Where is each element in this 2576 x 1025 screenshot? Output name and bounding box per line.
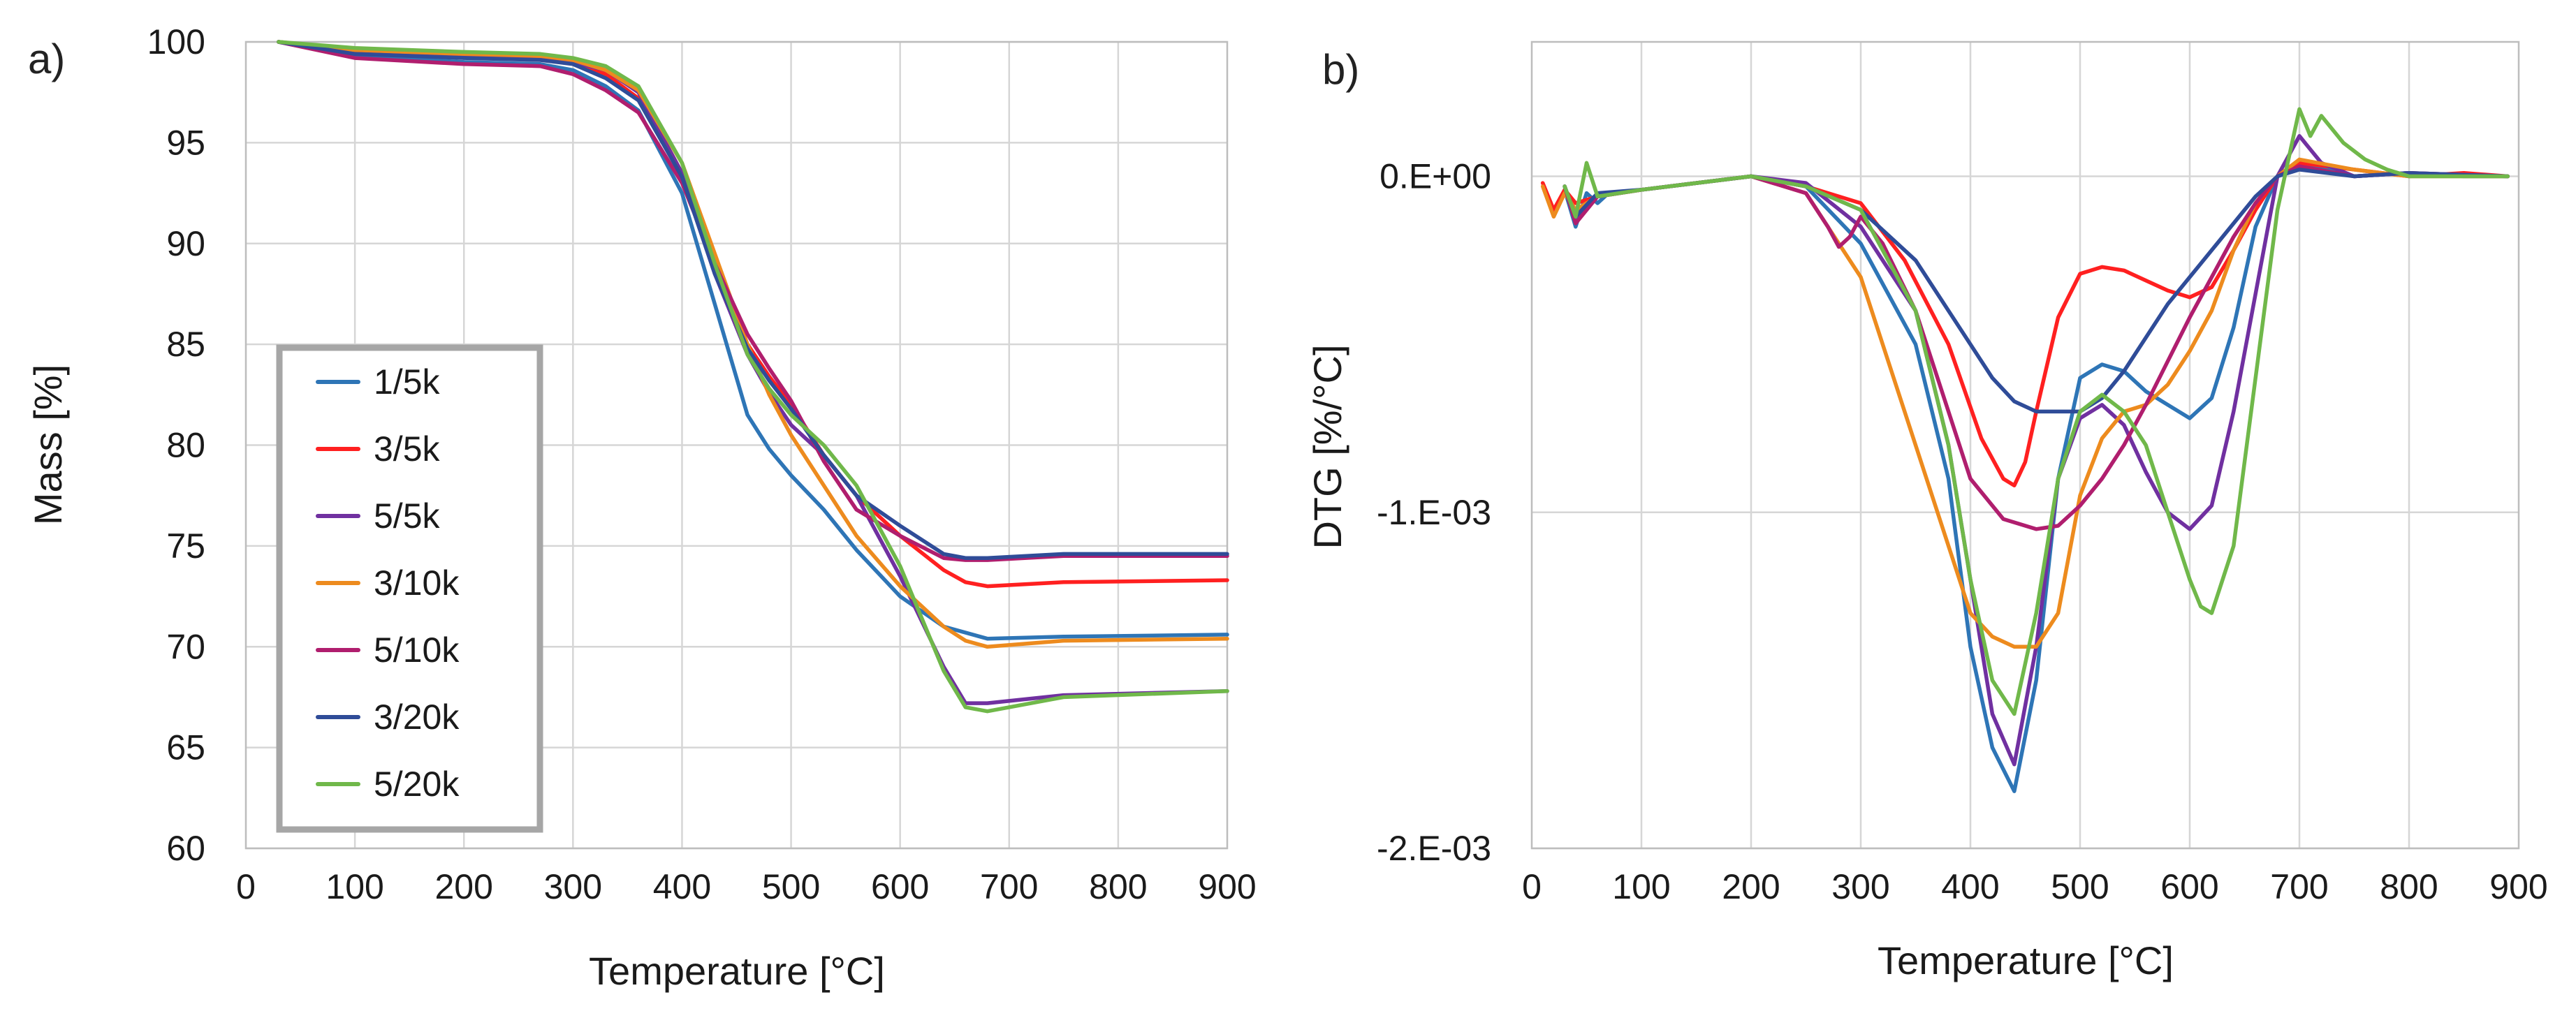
legend-label: 1/5k xyxy=(374,362,441,401)
dtg-chart-x-tick-label: 700 xyxy=(2270,867,2328,906)
mass-chart-y-axis-title: Mass [%] xyxy=(26,364,70,525)
mass-chart-series-group xyxy=(277,40,1229,714)
mass-chart: a) 60 65 70 75 80 85 90 95 100 0 100 200 300 400 500 6… xyxy=(26,22,1257,993)
mass-chart-y-tick-label: 100 xyxy=(147,22,205,61)
dtg-chart-y-tick-label: -1.E-03 xyxy=(1377,493,1491,532)
dtg-chart-x-tick-label: 0 xyxy=(1522,867,1542,906)
dtg-chart-x-axis-title: Temperature [°C] xyxy=(1878,938,2174,982)
legend-label: 5/5k xyxy=(374,496,441,536)
mass-chart-series-3-20k xyxy=(277,40,1229,560)
dtg-chart-x-tick-label: 800 xyxy=(2380,867,2438,906)
legend-box xyxy=(276,344,543,833)
mass-chart-x-tick-label: 700 xyxy=(980,867,1038,906)
dtg-chart-x-tick-label: 400 xyxy=(1941,867,1999,906)
dtg-chart-x-tick-label: 500 xyxy=(2051,867,2109,906)
mass-chart-x-tick-label: 200 xyxy=(435,867,493,906)
mass-chart-x-tick-label: 300 xyxy=(544,867,602,906)
mass-chart-series-5-10k xyxy=(277,40,1229,562)
mass-chart-x-tick-label: 900 xyxy=(1198,867,1256,906)
dtg-chart-y-tick-label: 0.E+00 xyxy=(1380,157,1491,196)
dtg-chart-series-3-10k xyxy=(1540,157,2510,649)
dtg-chart-series-3-20k xyxy=(1563,168,2510,414)
mass-chart-y-tick-label: 60 xyxy=(166,829,205,868)
legend-label: 5/10k xyxy=(374,631,460,670)
mass-chart-x-ticks: 0 100 200 300 400 500 600 700 800 900 xyxy=(236,867,1257,906)
dtg-chart-x-ticks: 0 100 200 300 400 500 600 700 800 900 xyxy=(1522,867,2548,906)
dtg-chart-x-tick-label: 600 xyxy=(2160,867,2218,906)
dtg-chart-x-tick-label: 100 xyxy=(1612,867,1670,906)
legend-entry-3-5k: 3/5k xyxy=(316,429,441,469)
panel-label-b: b) xyxy=(1322,46,1359,93)
mass-chart-y-ticks: 60 65 70 75 80 85 90 95 100 xyxy=(147,22,205,868)
dtg-chart-series-5-5k xyxy=(1563,134,2510,767)
mass-chart-y-tick-label: 80 xyxy=(166,426,205,465)
mass-chart-y-tick-label: 65 xyxy=(166,728,205,767)
mass-chart-y-tick-label: 90 xyxy=(166,224,205,263)
legend-label: 3/20k xyxy=(374,698,460,737)
legend-label: 3/10k xyxy=(374,563,460,603)
mass-chart-x-axis-title: Temperature [°C] xyxy=(589,949,885,993)
dtg-chart-series-group xyxy=(1540,107,2510,793)
dtg-chart-series-5-20k xyxy=(1563,107,2510,716)
dtg-chart-x-tick-label: 200 xyxy=(1722,867,1780,906)
mass-chart-x-tick-label: 0 xyxy=(236,867,256,906)
mass-chart-x-tick-label: 600 xyxy=(871,867,929,906)
legend-entry-5-20k: 5/20k xyxy=(316,765,460,804)
dtg-chart-series-3-5k xyxy=(1540,161,2510,488)
mass-chart-y-tick-label: 95 xyxy=(166,123,205,162)
legend-entry-3-20k: 3/20k xyxy=(316,698,460,737)
legend-entry-5-10k: 5/10k xyxy=(316,631,460,670)
mass-chart-y-tick-label: 70 xyxy=(166,627,205,666)
legend-entry-5-5k: 5/5k xyxy=(316,496,441,536)
mass-chart-series-5-20k xyxy=(277,40,1229,714)
legend-entry-1-5k: 1/5k xyxy=(316,362,441,401)
mass-chart-x-tick-label: 400 xyxy=(653,867,711,906)
dtg-chart-x-tick-label: 900 xyxy=(2489,867,2547,906)
dtg-chart-y-tick-label: -2.E-03 xyxy=(1377,829,1491,868)
dtg-chart-y-axis-title: DTG [%/°C] xyxy=(1305,344,1349,549)
legend-label: 5/20k xyxy=(374,765,460,804)
dtg-chart-plot-area xyxy=(1530,40,2520,850)
legend-label: 3/5k xyxy=(374,429,441,469)
mass-chart-x-tick-label: 800 xyxy=(1089,867,1147,906)
mass-chart-x-tick-label: 100 xyxy=(325,867,383,906)
mass-chart-y-tick-label: 75 xyxy=(166,526,205,566)
mass-chart-plot-area xyxy=(244,40,1229,850)
legend: 1/5k 3/5k 5/5k 3/10k 5/10k 3/20k 5/20k xyxy=(276,344,543,833)
mass-chart-x-tick-label: 500 xyxy=(762,867,820,906)
dtg-chart-x-tick-label: 300 xyxy=(1831,867,1889,906)
dtg-chart-series-1-5k xyxy=(1563,161,2510,793)
panel-label-a: a) xyxy=(28,36,65,82)
dtg-chart: b) 0.E+00 -1.E-03 -2.E-03 0 100 200 300 400 500… xyxy=(1305,40,2548,982)
dtg-chart-y-ticks: 0.E+00 -1.E-03 -2.E-03 xyxy=(1377,157,1491,869)
dtg-chart-series-5-10k xyxy=(1563,164,2510,531)
mass-chart-y-tick-label: 85 xyxy=(166,325,205,364)
legend-entry-3-10k: 3/10k xyxy=(316,563,460,603)
